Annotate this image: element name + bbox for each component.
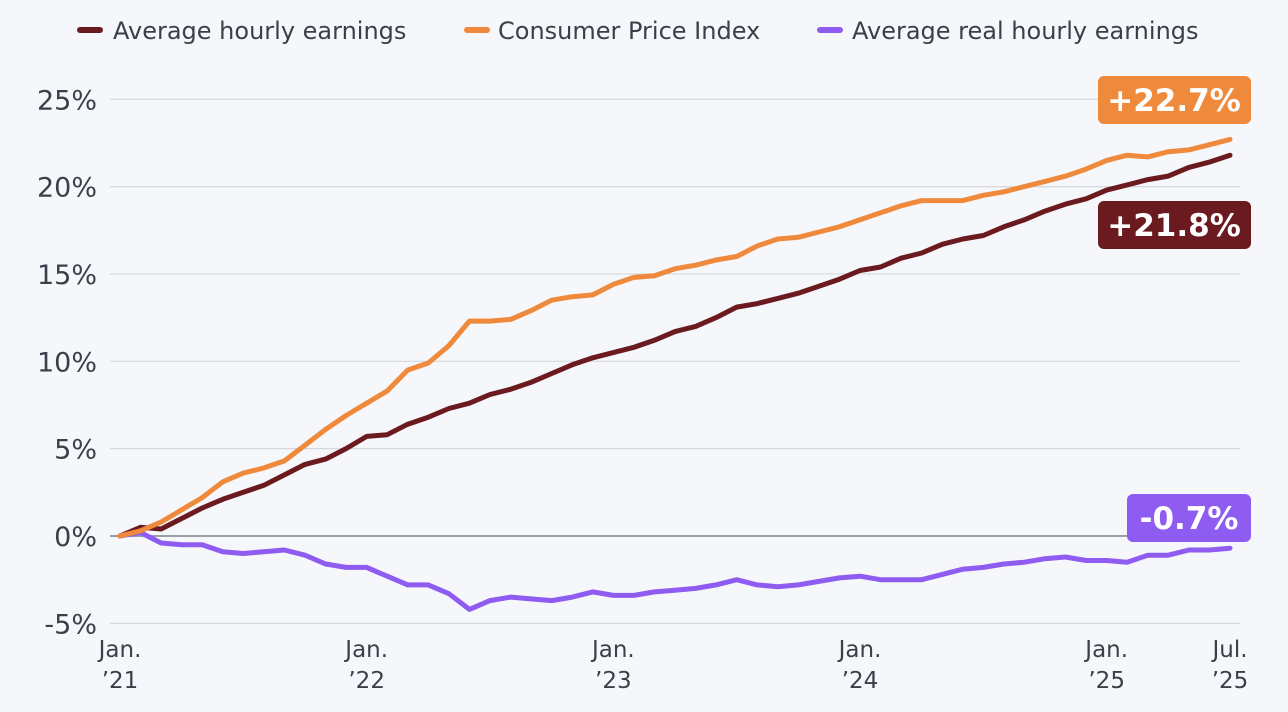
y-tick-label: 15%	[37, 260, 97, 291]
x-tick-label-year: ’23	[595, 668, 632, 694]
legend-label: Average hourly earnings	[113, 17, 406, 45]
x-tick: Jan. ’25	[1083, 637, 1128, 694]
x-tick-label-month: Jan.	[590, 637, 635, 663]
x-tick: Jan. ’24	[837, 637, 882, 694]
y-tick-label: -5%	[44, 609, 97, 640]
end-label-text: -0.7%	[1140, 501, 1239, 537]
legend-item-consumer-price-index[interactable]: Consumer Price Index	[464, 17, 760, 45]
end-label-background	[1098, 76, 1251, 124]
x-tick-label-month: Jan.	[343, 637, 388, 663]
x-tick-label-year: ’21	[102, 668, 139, 694]
end-label-text: +21.8%	[1107, 208, 1241, 244]
line-consumer-price-index	[117, 136, 1233, 539]
x-tick-label-month: Jan.	[1083, 637, 1128, 663]
line-average-hourly-earnings	[117, 152, 1233, 539]
x-tick-label-month: Jan.	[837, 637, 882, 663]
end-labels: +22.7% +21.8% -0.7%	[1098, 76, 1251, 542]
end-label-consumer-price-index: +22.7%	[1098, 76, 1251, 124]
y-tick-label: 0%	[54, 522, 97, 553]
end-label-background	[1098, 201, 1251, 249]
legend: Average hourly earnings Consumer Price I…	[77, 17, 1199, 45]
legend-item-average-hourly-earnings[interactable]: Average hourly earnings	[77, 17, 406, 45]
x-tick-label-year: ’24	[842, 668, 879, 694]
y-tick-label: 25%	[37, 85, 97, 116]
end-label-average-hourly-earnings: +21.8%	[1098, 201, 1251, 249]
grid-lines	[110, 98, 1240, 624]
legend-label: Average real hourly earnings	[852, 17, 1199, 45]
y-tick-label: 20%	[37, 173, 97, 204]
x-tick-label-year: ’25	[1088, 668, 1125, 694]
x-tick: Jul. ’25	[1210, 637, 1248, 694]
end-label-text: +22.7%	[1107, 83, 1241, 119]
end-label-background	[1127, 494, 1251, 542]
x-tick: Jan. ’22	[343, 637, 388, 694]
x-axis: Jan. ’21 Jan. ’22 Jan. ’23 Jan. ’24 Jan. ’25 Jul. ’…	[97, 637, 1249, 694]
y-tick-label: 10%	[37, 347, 97, 378]
x-tick-label-year: ’25	[1212, 668, 1249, 694]
series-lines	[117, 136, 1233, 612]
end-label-average-real-hourly-earnings: -0.7%	[1127, 494, 1251, 542]
x-tick-label-year: ’22	[348, 668, 385, 694]
x-tick: Jan. ’21	[97, 637, 142, 694]
y-tick-label: 5%	[54, 435, 97, 466]
legend-item-average-real-hourly-earnings[interactable]: Average real hourly earnings	[817, 17, 1199, 45]
x-tick: Jan. ’23	[590, 637, 635, 694]
line-average-real-hourly-earnings	[117, 530, 1233, 612]
y-axis: 25% 20% 15% 10% 5% 0% -5%	[37, 85, 97, 640]
legend-label: Consumer Price Index	[498, 17, 760, 45]
x-tick-label-month: Jan.	[97, 637, 142, 663]
x-tick-label-month: Jul.	[1210, 637, 1247, 663]
